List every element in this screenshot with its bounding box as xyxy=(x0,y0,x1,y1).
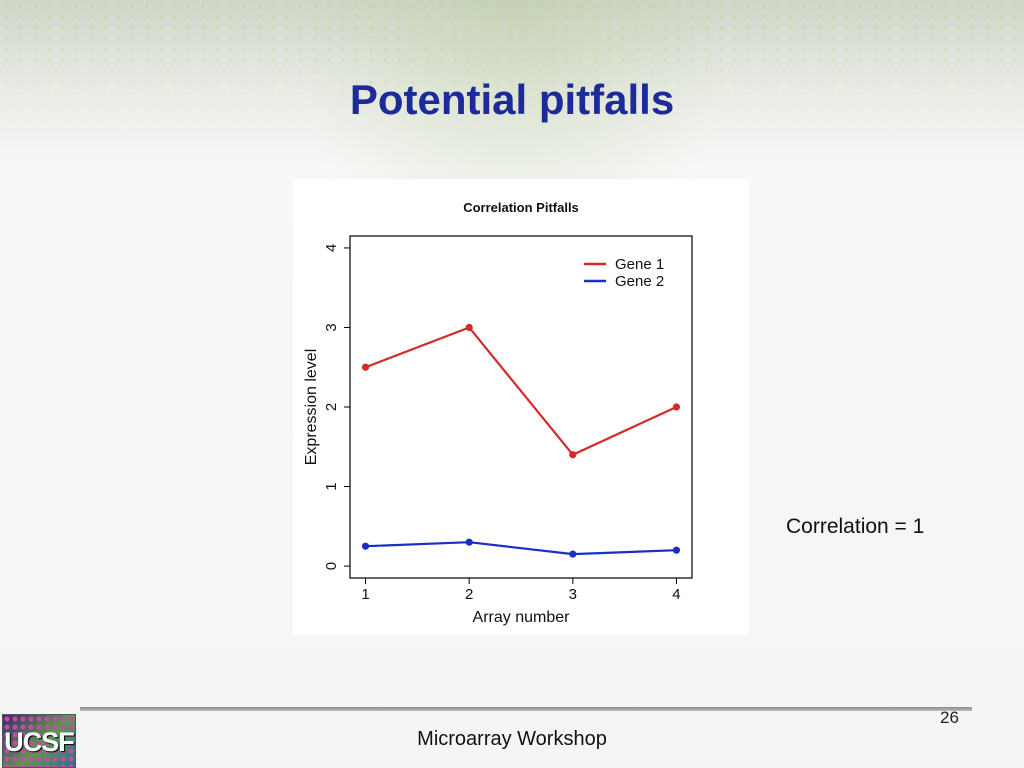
axes-group: 1 2 3 4 0 1 2 3 4 xyxy=(323,244,681,603)
series-0-point-2 xyxy=(569,451,577,459)
x-axis-label: Array number xyxy=(473,609,571,626)
footer-caption: Microarray Workshop xyxy=(417,728,607,750)
series-1-point-1 xyxy=(465,538,473,546)
x-tick-label-0: 1 xyxy=(361,586,369,603)
legend-label-0: Gene 1 xyxy=(615,256,664,273)
series-1-point-2 xyxy=(569,550,577,558)
footer-divider xyxy=(80,707,972,711)
series-line-0 xyxy=(365,326,677,456)
y-tick-label-3: 3 xyxy=(323,323,340,331)
chart-panel: Correlation Pitfalls 1 2 3 4 0 1 2 3 4 Gene 1 Gen… xyxy=(293,179,749,635)
series-1-point-0 xyxy=(361,542,370,550)
logo-text: UCSF xyxy=(4,727,75,757)
series-0-point-1 xyxy=(465,323,473,332)
x-tick-label-2: 3 xyxy=(569,586,577,603)
page-number: 26 xyxy=(940,708,959,727)
series-0-point-0 xyxy=(361,363,370,371)
correlation-note: Correlation = 1 xyxy=(786,515,925,538)
slide-title: Potential pitfalls xyxy=(349,76,675,123)
legend-label-1: Gene 2 xyxy=(615,273,664,290)
series-1-point-3 xyxy=(672,546,681,554)
x-tick-label-1: 2 xyxy=(465,586,473,603)
y-tick-label-0: 0 xyxy=(323,562,340,570)
y-tick-label-1: 1 xyxy=(323,482,340,490)
y-axis-label: Expression level xyxy=(303,349,320,466)
microarray-dots-decoration xyxy=(0,0,1024,130)
series-line-1 xyxy=(365,541,677,556)
x-tick-label-3: 4 xyxy=(672,586,680,603)
line-chart: Correlation Pitfalls 1 2 3 4 0 1 2 3 4 Gene 1Gen… xyxy=(303,200,693,626)
y-tick-label-2: 2 xyxy=(323,403,340,411)
y-tick-label-4: 4 xyxy=(323,244,340,252)
chart-title: Correlation Pitfalls xyxy=(463,200,579,215)
series-group xyxy=(361,323,681,558)
ucsf-logo: UCSF xyxy=(2,714,76,768)
series-0-point-3 xyxy=(672,403,681,411)
